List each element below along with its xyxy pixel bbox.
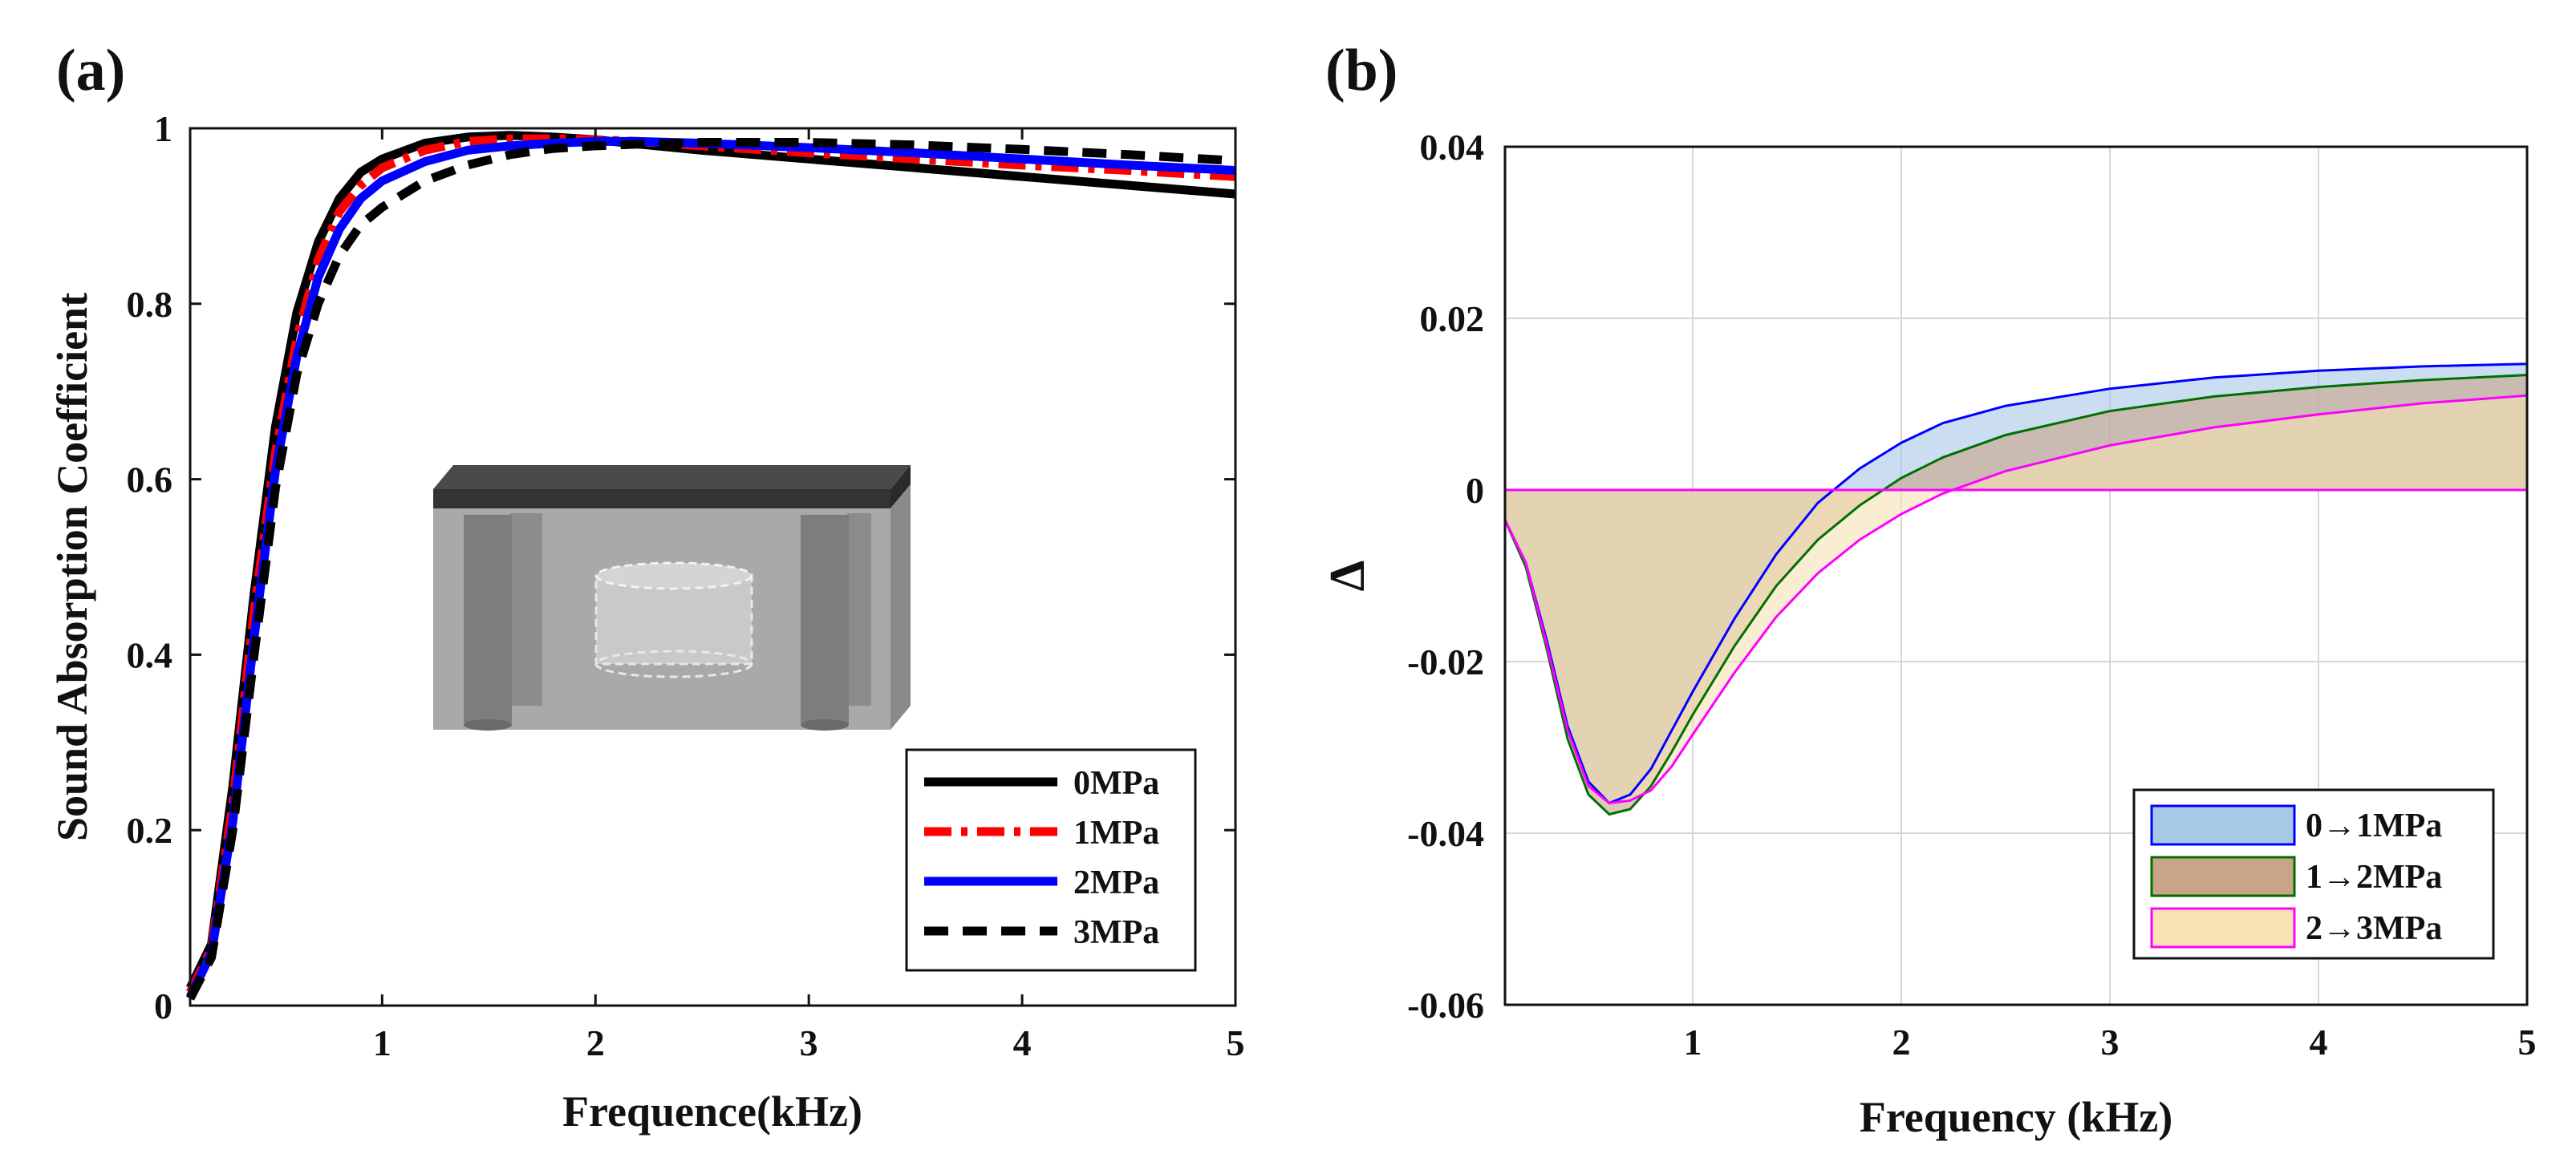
panel-a-legend-label: 1MPa — [1073, 815, 1159, 852]
panel-a-ytick-label: 0.4 — [127, 634, 173, 675]
panel-a-ytick-label: 0.8 — [127, 284, 173, 325]
panel-a-legend-label: 3MPa — [1073, 914, 1159, 951]
inset-pillar-front-left-base — [464, 719, 512, 731]
panel-b-ytick-label: 0.02 — [1420, 298, 1485, 339]
panel-a-ylabel: Sound Absorption Coefficient — [48, 293, 96, 841]
panel-b-ytick-label: -0.04 — [1407, 813, 1484, 854]
inset-pillar-front-right — [801, 515, 849, 725]
inset-schematic — [433, 465, 911, 731]
inset-pillar-back-right — [847, 513, 871, 706]
panel-a-xtick-label: 3 — [800, 1022, 818, 1063]
panel-b-xlabel: Frequency (kHz) — [1860, 1093, 2172, 1141]
panel-b-area-2→3MPa — [1505, 395, 2527, 804]
panel-a-chart: (a) 1 2 3 4 5 0 0.2 0.4 0.6 0.8 1 Frequence(kHz) — [48, 38, 1245, 1136]
panel-b-xtick-label: 5 — [2518, 1022, 2537, 1063]
panel-b-edge-1→2MPa — [1503, 374, 2528, 816]
inset-pillar-front-left — [464, 515, 512, 725]
panel-a-line-2MPa — [186, 136, 1236, 999]
panel-b-legend-swatch — [2150, 907, 2296, 949]
inset-pillar-back-left — [510, 513, 542, 706]
panel-b-xtick-label: 2 — [1892, 1022, 1911, 1063]
panel-b-edge-2→3MPa — [1503, 394, 2528, 805]
inset-top-plate-front — [433, 489, 890, 508]
panel-a-xlabel: Frequence(kHz) — [562, 1087, 862, 1136]
panel-a-legend-label: 2MPa — [1073, 864, 1159, 901]
panel-a-ytick-label: 0 — [154, 986, 172, 1026]
panel-b-edge-0→1MPa — [1503, 362, 2528, 805]
panel-b-legend-swatch — [2150, 856, 2296, 897]
inset-cavity-bottom — [594, 650, 753, 678]
panel-a-legend: 0MPa 1MPa 2MPa 3MPa — [905, 748, 1197, 972]
panel-b-ytick-label: 0 — [1466, 470, 1484, 511]
panel-b-legend-swatch — [2150, 804, 2296, 846]
panel-b-xtick-label: 4 — [2310, 1022, 2328, 1063]
panel-b-ytick-label: 0.04 — [1420, 127, 1485, 168]
panel-a-ticks: 1 2 3 4 5 0 0.2 0.4 0.6 0.8 1 — [127, 108, 1245, 1063]
panel-b-ticks: 1 2 3 4 5 0.04 0.02 0 -0.02 -0.04 -0.06 — [1407, 127, 2536, 1063]
panel-a-xtick-label: 5 — [1227, 1022, 1245, 1063]
panel-b-legend-label: 1→2MPa — [2306, 859, 2442, 896]
panel-a-line-1MPa — [186, 134, 1236, 995]
panel-b-areas — [1503, 362, 2528, 816]
inset-body-side — [890, 484, 911, 730]
panel-a-axes-box — [189, 127, 1237, 1007]
panel-a-ytick-label: 0.6 — [127, 459, 173, 500]
panel-a-xtick-label: 2 — [586, 1022, 605, 1063]
panel-b-xtick-label: 1 — [1684, 1022, 1702, 1063]
panel-b-ytick-label: -0.06 — [1407, 985, 1484, 1026]
panel-a-ytick-label: 1 — [154, 108, 172, 149]
panel-a-ytick-label: 0.2 — [127, 810, 173, 851]
panel-a-xtick-label: 4 — [1013, 1022, 1032, 1063]
panel-b-legend-label: 2→3MPa — [2306, 910, 2442, 947]
panel-b-chart: (b) 1 2 3 4 5 0.04 0.02 0 -0.02 -0.04 -0.06 Freque… — [1320, 38, 2537, 1141]
panel-b-legend: 0→1MPa 1→2MPa 2→3MPa — [2132, 788, 2495, 960]
panel-a-label: (a) — [56, 38, 125, 103]
panel-b-axes-box — [1503, 145, 2529, 1006]
inset-top-plate-side — [890, 465, 911, 508]
inset-cavity-top — [594, 561, 753, 590]
panel-b-label: (b) — [1325, 38, 1398, 103]
panel-b-legend-label: 0→1MPa — [2306, 808, 2442, 844]
panel-b-xtick-label: 3 — [2101, 1022, 2120, 1063]
inset-top-plate-top — [433, 465, 911, 489]
panel-b-ytick-label: -0.02 — [1407, 642, 1484, 682]
panel-a-xtick-label: 1 — [373, 1022, 391, 1063]
panel-a-legend-label: 0MPa — [1073, 765, 1159, 802]
panel-a-line-3MPa — [186, 138, 1236, 1001]
inset-pillar-front-right-base — [801, 719, 849, 731]
panel-b-ylabel: Δ — [1320, 561, 1375, 592]
panel-a-series-lines — [186, 131, 1236, 1001]
